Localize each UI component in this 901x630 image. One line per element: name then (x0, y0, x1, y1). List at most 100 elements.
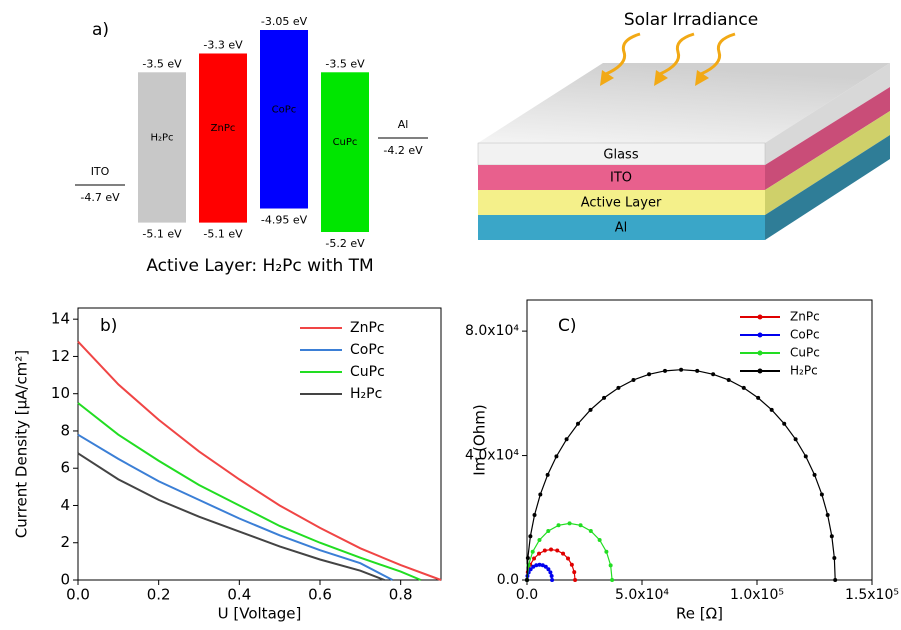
marker (540, 563, 545, 568)
legend-marker (757, 350, 763, 356)
material-name: H₂Pc (150, 132, 173, 143)
series-line (77, 340, 442, 581)
lumo-label: -3.5 eV (325, 57, 365, 70)
y-tick-label: 10 (51, 384, 70, 402)
lumo-label: -3.3 eV (203, 38, 243, 51)
legend-marker (757, 332, 763, 338)
series-line (77, 402, 422, 581)
marker (616, 385, 621, 390)
marker (588, 407, 593, 412)
marker (662, 368, 667, 373)
marker (537, 537, 542, 542)
active-layer (478, 190, 765, 215)
electrode-label: -4.7 eV (80, 191, 120, 204)
plot-frame (77, 307, 442, 581)
x-tick-label: 1.0x10⁵ (730, 587, 784, 603)
marker (525, 556, 530, 561)
marker (567, 521, 572, 526)
marker (546, 528, 551, 533)
legend-label: CoPc (790, 328, 820, 342)
marker (679, 367, 684, 372)
plot-frame (526, 299, 873, 581)
marker (803, 454, 808, 459)
marker (554, 454, 559, 459)
legend-marker (757, 314, 763, 320)
marker (695, 368, 700, 373)
series-line (526, 522, 613, 581)
marker (819, 492, 824, 497)
legend-label: ZnPc (790, 310, 820, 324)
x-tick-label: 0.0 (66, 586, 90, 604)
marker (602, 395, 607, 400)
marker (741, 385, 746, 390)
marker (545, 472, 550, 477)
marker (608, 563, 613, 568)
marker (566, 556, 571, 561)
material-name: CoPc (272, 104, 297, 115)
marker (537, 551, 542, 556)
marker (726, 377, 731, 382)
x-tick-label: 0.4 (227, 586, 251, 604)
marker (825, 513, 830, 518)
marker (572, 570, 577, 575)
marker (556, 523, 561, 528)
marker (549, 547, 554, 552)
layer-label: ITO (610, 171, 632, 186)
marker (769, 407, 774, 412)
sun-arrows (605, 32, 736, 76)
layer-label: Active Layer (581, 196, 662, 211)
marker (564, 437, 569, 442)
legend-label: CuPc (790, 346, 820, 360)
material-name: CuPc (333, 137, 358, 148)
panel-label: b) (100, 316, 117, 336)
marker (631, 377, 636, 382)
x-tick-label: 0.6 (308, 586, 332, 604)
energy-bar (199, 53, 247, 223)
legend-label: H₂Pc (350, 386, 382, 402)
x-axis-label: U [Voltage] (218, 605, 302, 623)
marker (534, 563, 539, 568)
marker (793, 437, 798, 442)
marker (575, 421, 580, 426)
series-line (77, 433, 394, 581)
marker (782, 421, 787, 426)
marker (542, 548, 547, 553)
glass-top (478, 63, 890, 143)
marker (546, 567, 551, 572)
electrode-name: Al (398, 118, 409, 131)
marker (543, 564, 548, 569)
al-layer (478, 215, 765, 240)
ito-side (765, 87, 890, 190)
homo-label: -5.1 eV (142, 228, 182, 241)
marker (829, 534, 834, 539)
series-line (77, 452, 385, 581)
marker (537, 562, 542, 567)
energy-bar (138, 72, 186, 223)
y-tick-label: 0.0 (497, 572, 519, 588)
y-tick-label: 6 (60, 459, 70, 477)
x-tick-label: 0.2 (147, 586, 171, 604)
material-name: ZnPc (211, 123, 236, 134)
marker (647, 372, 652, 377)
y-axis-label: Im (Ohm) (471, 404, 489, 475)
legend-label: ZnPc (350, 320, 385, 336)
energy-bar (321, 72, 369, 232)
marker (588, 528, 593, 533)
marker (528, 567, 533, 572)
y-tick-label: 8.0x10⁴ (465, 323, 519, 339)
x-axis-label: Re [Ω] (676, 605, 723, 623)
marker (531, 564, 536, 569)
marker (532, 556, 537, 561)
legend-label: CuPc (350, 364, 385, 380)
series-line (526, 564, 553, 581)
device-title: Solar Irradiance (624, 10, 758, 30)
layer-label: Glass (603, 148, 638, 163)
al-side (765, 135, 890, 240)
marker (833, 578, 838, 582)
lumo-label: -3.5 eV (142, 57, 182, 70)
marker (525, 578, 529, 582)
marker (610, 578, 615, 582)
marker (550, 578, 555, 582)
marker (532, 513, 537, 518)
x-tick-label: 1.5x10⁵ (845, 587, 899, 603)
